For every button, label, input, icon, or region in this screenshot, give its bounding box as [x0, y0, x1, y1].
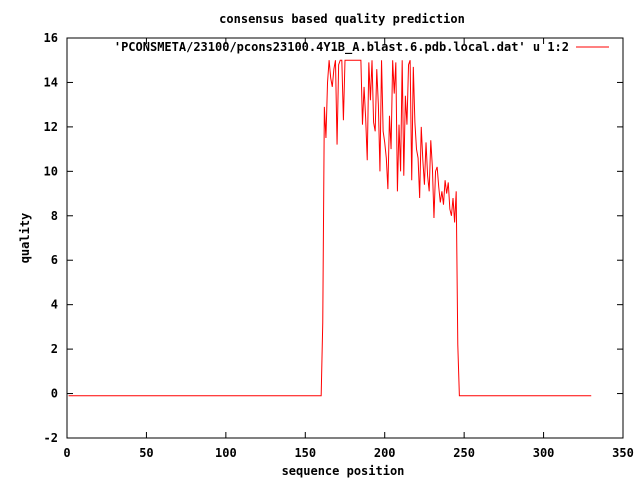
x-tick-label: 150 — [294, 446, 316, 460]
x-tick-label: 300 — [533, 446, 555, 460]
x-tick-label: 350 — [612, 446, 634, 460]
x-tick-label: 200 — [374, 446, 396, 460]
x-tick-label: 100 — [215, 446, 237, 460]
x-axis-label: sequence position — [282, 464, 405, 478]
series-layer — [68, 59, 592, 397]
y-tick-label: 12 — [44, 120, 58, 134]
y-tick-label: 8 — [51, 209, 58, 223]
plot-frame — [66, 37, 624, 439]
series-line-0 — [68, 59, 592, 397]
y-tick-label: 16 — [44, 31, 58, 45]
y-axis-label: quality — [18, 213, 32, 264]
chart-title: consensus based quality prediction — [219, 12, 465, 26]
y-tick-label: 2 — [51, 342, 58, 356]
legend-entry-label: 'PCONSMETA/23100/pcons23100.4Y1B_A.blast… — [114, 40, 569, 55]
y-tick-label: 10 — [44, 164, 58, 178]
legend: 'PCONSMETA/23100/pcons23100.4Y1B_A.blast… — [114, 40, 609, 55]
y-tick-label: 0 — [51, 387, 58, 401]
x-tick-label: 50 — [139, 446, 153, 460]
ticks-layer: 0 50 100 150 200 250 300 350 -2 0 2 4 6 8 10 12 14 16 — [44, 31, 634, 460]
y-tick-label: 4 — [51, 298, 58, 312]
y-tick-label: 14 — [44, 75, 58, 89]
y-tick-label: 6 — [51, 253, 58, 267]
y-tick-label: -2 — [44, 431, 58, 445]
x-tick-label: 250 — [453, 446, 475, 460]
x-tick-label: 0 — [63, 446, 70, 460]
